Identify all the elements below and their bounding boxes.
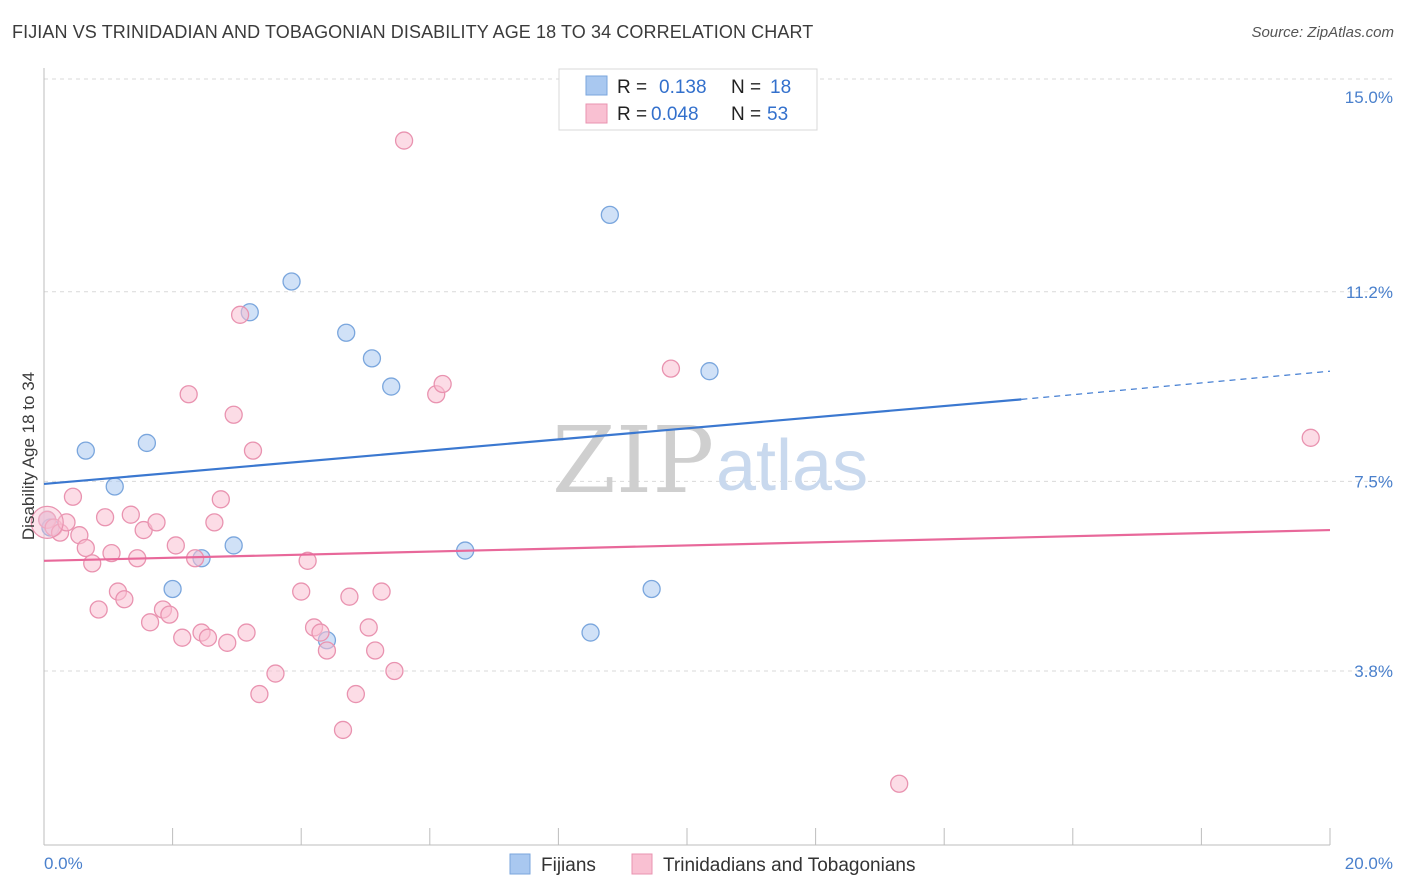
trend-lines [43,370,1331,562]
trinidadian-point [340,587,359,606]
fijian-trend-line [43,398,1022,486]
y-tick-label: 11.2% [1346,283,1393,302]
y-axis-label: Disability Age 18 to 34 [19,372,38,540]
trinidadian-point [333,720,353,740]
legend-r-label: R = [617,104,647,125]
legend-r-value: 0.138 [659,77,707,98]
fijian-trend-extension [1021,370,1331,400]
trinidadian-point [211,490,230,509]
trinidadian-point [298,551,317,570]
fijian-point [581,623,600,642]
legend-n-label: N = [731,77,761,98]
trinidadian-point [317,641,337,660]
fijian-point [382,377,401,396]
trinidadian-point [160,605,179,624]
trinidadian-point [76,538,95,558]
trinidadian-trend-line [43,528,1331,562]
trinidadian-point [95,508,115,527]
trinidadian-point [179,385,198,404]
bottom-legend: Fijians Trinidadians and Tobagonians [509,853,915,876]
trinidadian-point [166,536,185,555]
trinidadian-cluster-point [30,505,64,539]
trinidadian-point [89,600,108,619]
trinidadian-point [250,684,269,704]
legend-swatch-fijians [585,75,608,96]
y-tick-label: 15.0% [1345,88,1393,107]
trinidadian-point [115,590,134,609]
trinidadian-point [365,641,385,660]
trinidadian-point [266,664,285,683]
fijian-point [700,362,719,381]
legend-r-value: 0.048 [651,104,699,125]
fijian-point [642,579,661,599]
fijian-point [362,349,382,368]
trinidadian-point [243,441,263,460]
fijian-point [600,205,619,225]
trinidadian-point [230,305,250,324]
fijian-point [105,477,124,496]
trinidadian-point [311,623,330,642]
legend-box: R = 0.138 N = 18 R = 0.048 N = 53 [558,68,818,131]
fijian-point [137,433,157,453]
trinidadian-point [121,505,140,524]
watermark-zip: ZIP [552,407,714,514]
x-tick-label: 20.0% [1345,854,1393,873]
trinidadian-point [224,405,243,424]
legend-swatch-trinidadians [585,103,608,124]
fijian-point [163,579,182,599]
legend-n-value: 53 [767,104,788,125]
trinidadian-point [173,628,192,647]
trinidadian-point [1301,428,1320,447]
trinidadian-point [63,487,83,506]
legend-n-value: 18 [770,77,791,98]
trinidadian-point [198,628,218,647]
legend-n-label: N = [731,104,761,125]
fijian-point [282,272,301,291]
fijian-point [224,536,243,555]
trinidadian-point [433,374,452,394]
source-label: Source: ZipAtlas.com [1251,24,1394,41]
y-tick-label: 7.5% [1354,472,1393,491]
axes [43,68,1331,846]
trinidadian-point [237,623,256,642]
trinidadian-point [205,513,224,532]
trinidadian-point [292,582,311,601]
trinidadian-point [83,554,102,573]
trinidadian-point [218,633,237,652]
y-tick-label: 3.8% [1354,662,1393,681]
trinidadian-point [147,513,166,532]
watermark-atlas: atlas [716,426,868,506]
x-tick-label: 0.0% [44,854,83,873]
data-points [30,131,1320,793]
bottom-legend-swatch-fijians [509,853,531,875]
fijian-point [337,323,356,342]
fijian-point [76,441,95,460]
trinidadian-point [385,661,404,681]
y-tick-labels: 3.8% 7.5% 11.2% 15.0% [1345,88,1393,681]
x-tick-labels: 0.0% 20.0% [44,854,1393,873]
trinidadian-point [346,684,366,704]
legend-r-label: R = [617,77,647,98]
bottom-legend-label-fijians: Fijians [541,855,596,876]
trinidadian-point [890,774,909,793]
trinidadian-point [372,582,391,601]
bottom-legend-swatch-trinidadians [631,853,653,875]
trinidadian-point [661,359,681,378]
trinidadian-point [359,618,378,637]
bottom-legend-label-trinidadians: Trinidadians and Tobagonians [663,855,915,876]
chart-title: FIJIAN VS TRINIDADIAN AND TOBAGONIAN DIS… [12,22,814,42]
trinidadian-point [102,543,121,563]
trinidadian-point [140,613,160,632]
grid-lines [44,78,1392,672]
trinidadian-point [394,131,414,150]
